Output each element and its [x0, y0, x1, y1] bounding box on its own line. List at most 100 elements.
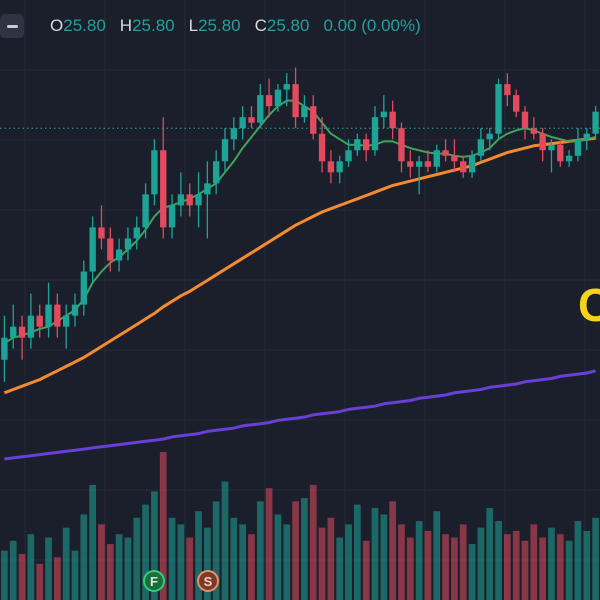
volume-bar	[459, 524, 467, 600]
candle-body	[54, 304, 61, 327]
high-label: H	[119, 16, 133, 35]
candle-body	[257, 95, 264, 123]
candle-body	[133, 227, 140, 239]
candle-body	[151, 150, 158, 195]
candle-body	[398, 128, 405, 162]
volume-bar	[318, 527, 326, 600]
volume-bar	[468, 544, 476, 600]
volume-bar	[451, 537, 458, 600]
candle-body	[574, 139, 582, 156]
volume-bar	[186, 537, 194, 600]
volume-bar	[574, 521, 582, 600]
close-item: C25.80	[255, 16, 310, 36]
change-value: 0.00 (0.00%)	[323, 16, 421, 35]
candle-body	[292, 84, 299, 118]
candle-body	[89, 227, 96, 272]
volume-bar	[151, 491, 158, 600]
volume-bar	[71, 550, 79, 600]
candle-body	[98, 227, 105, 239]
candle-body	[204, 183, 211, 195]
candle-body	[230, 128, 237, 140]
fast-moving-average-line	[3, 99, 596, 345]
candle-body	[468, 155, 476, 173]
volume-bar	[142, 504, 149, 600]
candle-body	[371, 117, 379, 151]
volume-bar	[415, 521, 423, 600]
candle-body	[221, 139, 229, 162]
candle-body	[583, 133, 590, 140]
collapse-legend-button[interactable]	[0, 14, 24, 38]
medium-moving-average-line	[3, 136, 596, 395]
candle-body	[283, 84, 290, 90]
slow-moving-average-line	[4, 369, 596, 461]
candle-body	[557, 144, 564, 162]
volume-bar	[477, 527, 485, 600]
annotation-label: C	[578, 279, 600, 331]
volume-bar	[371, 507, 379, 600]
financials-event-marker[interactable]: F	[143, 570, 165, 592]
candle-body	[27, 315, 35, 338]
volume-bar	[521, 540, 529, 600]
volume-bar	[406, 537, 414, 600]
candle-body	[495, 84, 502, 134]
close-label: C	[254, 16, 267, 35]
volume-bar	[80, 514, 88, 600]
candle-body	[442, 150, 449, 156]
candle-body	[115, 249, 123, 261]
low-value: 25.80	[198, 16, 241, 35]
volume-bar	[327, 517, 335, 600]
volume-bar	[133, 517, 141, 600]
candle-body	[389, 111, 396, 129]
volume-bar	[442, 534, 449, 600]
candle-body	[415, 161, 423, 167]
candle-body	[504, 84, 511, 96]
close-value: 25.80	[266, 16, 310, 35]
volume-bar	[389, 501, 396, 600]
candle-body	[539, 133, 546, 151]
volume-bar	[89, 484, 96, 600]
volume-bar	[18, 553, 26, 600]
candle-body	[301, 106, 308, 118]
volume-bar	[398, 524, 405, 600]
volume-bar	[54, 557, 61, 600]
candle-body	[10, 326, 17, 338]
candle-body	[265, 95, 273, 107]
split-event-marker[interactable]: S	[197, 570, 219, 592]
candle-body	[345, 150, 352, 162]
candle-body	[327, 161, 335, 173]
volume-bar	[265, 488, 273, 600]
candle-body	[45, 304, 52, 327]
candle-body	[407, 161, 414, 167]
volume-bar	[1, 550, 8, 600]
candlesticks	[1, 67, 599, 382]
candle-body	[239, 117, 246, 129]
candle-body	[460, 161, 467, 173]
volume-bar	[221, 481, 229, 600]
low-item: L25.80	[189, 16, 241, 36]
volume-bar	[98, 524, 105, 600]
candle-body	[380, 111, 387, 118]
volume-bar	[159, 452, 167, 600]
candle-body	[80, 271, 87, 305]
candle-body	[213, 161, 220, 184]
candle-body	[107, 238, 114, 261]
open-value: 25.80	[63, 16, 106, 35]
high-item: H25.80	[120, 16, 175, 36]
volume-bar	[512, 530, 520, 600]
candle-body	[274, 89, 282, 107]
volume-bar	[424, 530, 432, 600]
candle-body	[548, 144, 555, 151]
candle-body	[1, 337, 8, 360]
volume-bar	[248, 534, 255, 600]
candle-body	[160, 150, 167, 228]
volume-bar	[177, 524, 185, 600]
open-item: O25.80	[50, 16, 106, 36]
candle-body	[521, 111, 529, 129]
candle-body	[451, 155, 458, 162]
volume-bar	[62, 527, 70, 600]
volume-bar	[354, 504, 361, 600]
candle-body	[248, 117, 255, 123]
